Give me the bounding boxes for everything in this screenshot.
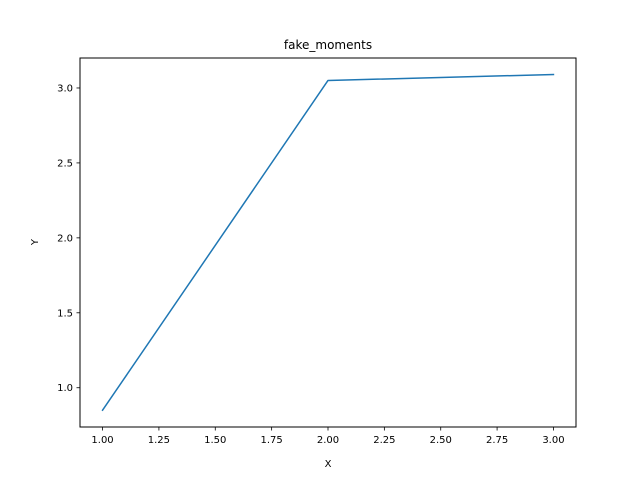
x-tick-label: 2.50 [430, 435, 452, 446]
x-tick-label: 1.50 [204, 435, 226, 446]
series-layer [101, 73, 555, 412]
y-axis: 1.0 1.5 2.0 2.5 3.0 [57, 83, 80, 394]
y-tick-label: 2.0 [57, 233, 73, 244]
x-tick-label: 1.25 [148, 435, 170, 446]
y-tick-label: 1.5 [57, 308, 73, 319]
plot-area [79, 57, 577, 428]
series-line-0 [101, 73, 555, 412]
y-axis-label: Y [30, 238, 41, 246]
y-tick-label: 1.0 [57, 383, 73, 394]
x-axis-label: X [325, 459, 332, 470]
x-tick-label: 1.00 [91, 435, 113, 446]
x-tick-label: 2.25 [373, 435, 395, 446]
x-tick-label: 2.00 [317, 435, 339, 446]
x-axis: 1.00 1.25 1.50 1.75 2.00 2.25 2.50 2.75 3.00 [91, 427, 565, 446]
chart-title: fake_moments [284, 38, 372, 52]
y-tick-label: 3.0 [57, 83, 73, 94]
y-tick-label: 2.5 [57, 158, 73, 169]
x-tick-label: 1.75 [261, 435, 283, 446]
x-tick-label: 2.75 [486, 435, 508, 446]
x-tick-label: 3.00 [542, 435, 564, 446]
